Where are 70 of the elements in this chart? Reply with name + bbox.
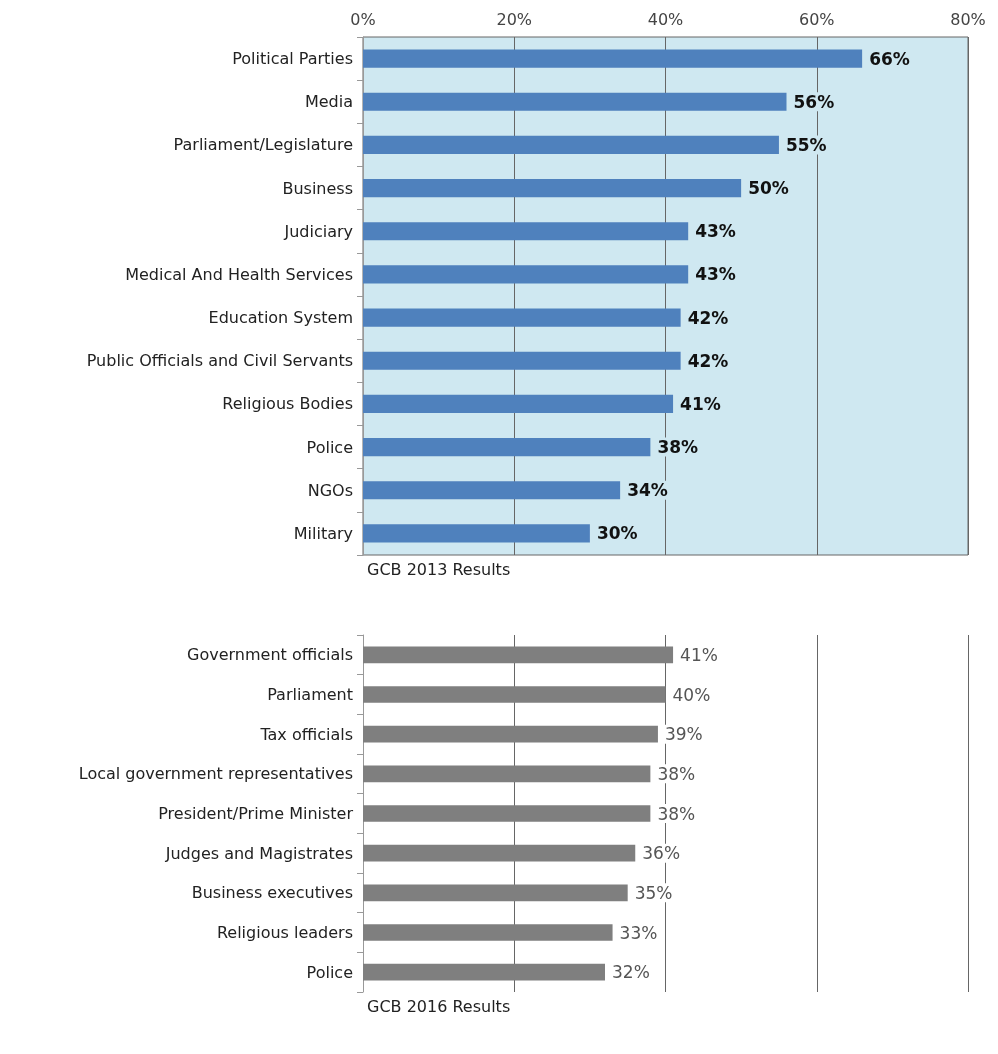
bar (363, 394, 674, 413)
bar (363, 265, 689, 284)
bar (363, 351, 681, 370)
y-tick-label: NGOs (307, 480, 353, 500)
data-label: 50% (748, 178, 789, 199)
y-tick-label: Local government representatives (78, 764, 353, 784)
bar (363, 222, 689, 241)
data-label: 35% (634, 882, 673, 903)
y-tick-label: Parliament (267, 685, 353, 704)
text: GCB 2013 Results (367, 559, 511, 579)
bar (363, 963, 605, 981)
bar (363, 686, 666, 703)
y-tick-label: Tax officials (259, 724, 353, 744)
y-tick-label: Business (282, 178, 353, 198)
bar (363, 308, 681, 327)
y-tick-label: Government officials (187, 645, 353, 665)
y-tick-label: Political Parties (232, 49, 353, 69)
data-label: 40% (672, 684, 711, 705)
y-tick-label: Parliament/Legislature (173, 135, 353, 155)
data-label: 36% (642, 843, 681, 864)
x-tick-label: 40% (647, 9, 684, 29)
bar (363, 481, 621, 500)
bar (363, 49, 863, 68)
data-label: 43% (695, 221, 736, 242)
y-tick-label: Public Officials and Civil Servants (86, 351, 353, 371)
bar (363, 924, 613, 941)
data-label: 33% (619, 922, 658, 943)
y-tick-label: Medical And Health Services (125, 264, 353, 284)
bar (363, 884, 628, 902)
x-tick-label: 20% (496, 9, 533, 29)
y-tick-label: Media (304, 92, 353, 112)
y-tick-label: Religious leaders (216, 923, 353, 942)
bar (363, 725, 658, 743)
bar (363, 646, 674, 664)
bar (363, 438, 651, 457)
bar (363, 765, 651, 783)
data-label: 39% (664, 724, 703, 745)
x-tick-label: 80% (950, 9, 986, 29)
y-tick-label: Judiciary (283, 221, 353, 241)
bar (363, 805, 651, 822)
data-label: 43% (695, 264, 736, 285)
data-label: 38% (657, 437, 699, 458)
y-tick-label: President/Prime Minister (158, 804, 354, 823)
data-label: 38% (657, 763, 696, 784)
x-tick-label: 60% (798, 9, 835, 29)
data-label: 41% (680, 393, 721, 414)
bar (363, 92, 787, 111)
bar (363, 135, 779, 154)
y-tick-label: Military (293, 523, 353, 543)
bar (363, 844, 636, 862)
bar (363, 179, 742, 198)
data-label: 66% (869, 48, 910, 69)
data-label: 56% (793, 91, 835, 112)
data-label: 38% (657, 803, 696, 824)
y-tick-label: Judges and Magistrates (164, 843, 353, 863)
y-tick-label: Police (306, 437, 353, 457)
x-tick-label: 0% (350, 9, 376, 29)
data-label: 34% (627, 480, 668, 501)
y-tick-label: Police (306, 962, 353, 982)
y-tick-label: Religious Bodies (222, 394, 353, 414)
bar (363, 524, 590, 543)
data-label: 30% (596, 523, 638, 544)
data-label: 42% (687, 307, 729, 328)
text: GCB 2016 Results (367, 996, 511, 1016)
y-tick-label: Education System (208, 308, 353, 328)
data-label: 42% (687, 350, 729, 371)
y-tick-label: Business executives (191, 883, 353, 903)
data-label: 55% (785, 134, 827, 155)
data-label: 41% (680, 644, 718, 665)
data-label: 32% (612, 962, 650, 983)
